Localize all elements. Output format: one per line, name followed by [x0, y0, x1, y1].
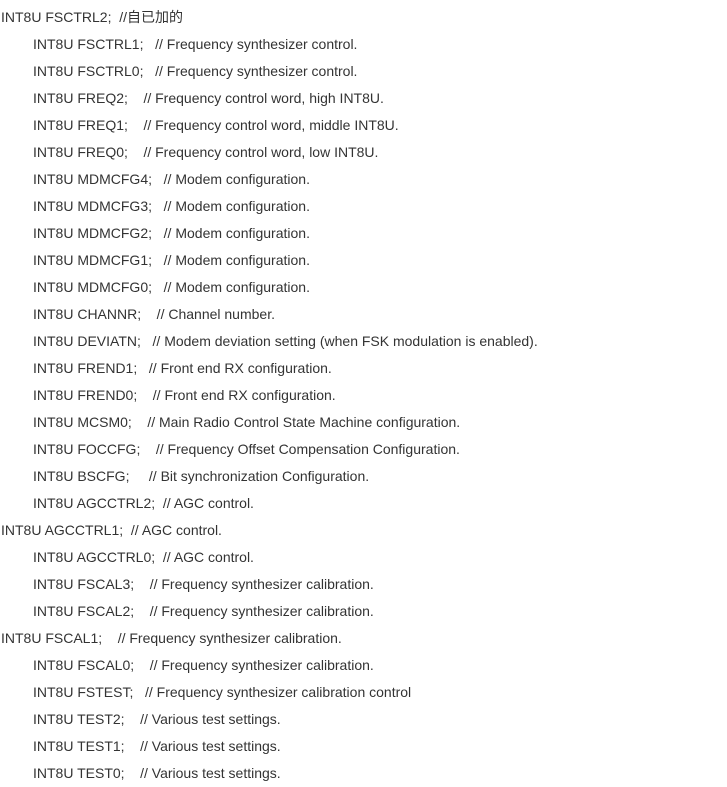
code-line: INT8U AGCCTRL0; // AGC control. [0, 544, 727, 571]
code-line: INT8U FOCCFG; // Frequency Offset Compen… [0, 436, 727, 463]
code-line: INT8U BSCFG; // Bit synchronization Conf… [0, 463, 727, 490]
code-line: INT8U MDMCFG3; // Modem configuration. [0, 193, 727, 220]
code-line: INT8U AGCCTRL2; // AGC control. [0, 490, 727, 517]
code-line: INT8U MDMCFG2; // Modem configuration. [0, 220, 727, 247]
code-line: INT8U FSCTRL2; //自已加的 [0, 4, 727, 31]
code-line: INT8U FREQ0; // Frequency control word, … [0, 139, 727, 166]
code-line: INT8U MDMCFG0; // Modem configuration. [0, 274, 727, 301]
code-line: INT8U FREQ1; // Frequency control word, … [0, 112, 727, 139]
code-line: INT8U MDMCFG1; // Modem configuration. [0, 247, 727, 274]
code-line: INT8U FSCAL3; // Frequency synthesizer c… [0, 571, 727, 598]
code-line: INT8U FSCAL0; // Frequency synthesizer c… [0, 652, 727, 679]
code-line: INT8U MCSM0; // Main Radio Control State… [0, 409, 727, 436]
code-line: INT8U FSCAL1; // Frequency synthesizer c… [0, 625, 727, 652]
code-line: INT8U MDMCFG4; // Modem configuration. [0, 166, 727, 193]
code-line: INT8U FREND1; // Front end RX configurat… [0, 355, 727, 382]
code-line: INT8U FSCTRL0; // Frequency synthesizer … [0, 58, 727, 85]
code-line: INT8U AGCCTRL1; // AGC control. [0, 517, 727, 544]
code-line: INT8U FREND0; // Front end RX configurat… [0, 382, 727, 409]
code-line: INT8U FSTEST; // Frequency synthesizer c… [0, 679, 727, 706]
code-listing: INT8U FSCTRL2; //自已加的INT8U FSCTRL1; // F… [0, 0, 727, 787]
code-line: INT8U FSCAL2; // Frequency synthesizer c… [0, 598, 727, 625]
code-line: INT8U TEST2; // Various test settings. [0, 706, 727, 733]
code-line: INT8U CHANNR; // Channel number. [0, 301, 727, 328]
code-line: INT8U TEST0; // Various test settings. [0, 760, 727, 787]
code-line: INT8U TEST1; // Various test settings. [0, 733, 727, 760]
code-line: INT8U FREQ2; // Frequency control word, … [0, 85, 727, 112]
code-line: INT8U DEVIATN; // Modem deviation settin… [0, 328, 727, 355]
code-line: INT8U FSCTRL1; // Frequency synthesizer … [0, 31, 727, 58]
